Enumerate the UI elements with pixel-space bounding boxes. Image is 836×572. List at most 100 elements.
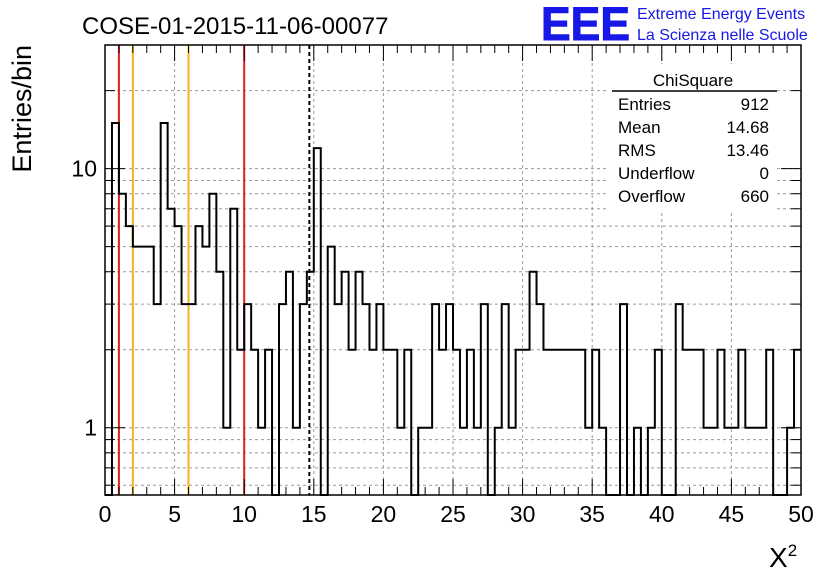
x-axis-label: X2 [769, 541, 797, 572]
histogram-bin [349, 350, 356, 495]
histogram-bin [523, 350, 530, 495]
eee-logo-mark: EEE [541, 0, 630, 50]
histogram-bin [571, 350, 578, 495]
histogram-bin [446, 304, 453, 495]
histogram-bin [230, 209, 237, 495]
y-tick-label: 1 [84, 415, 97, 441]
stats-box: ChiSquare Entries 912 Mean 14.68 RMS 13.… [609, 64, 777, 210]
y-axis-label: Entries/bin [7, 45, 37, 173]
stat-value-overflow: 660 [741, 187, 769, 206]
histogram-bin [530, 272, 537, 495]
histogram-bin [175, 226, 182, 495]
histogram-bin [516, 350, 523, 495]
y-tick-label: 10 [71, 156, 97, 182]
histogram-bin [119, 194, 126, 495]
histogram-bin [564, 350, 571, 495]
histogram-bin [557, 350, 564, 495]
stat-label-rms: RMS [618, 141, 656, 160]
histogram-bin [265, 350, 272, 495]
x-tick-label: 5 [168, 501, 181, 527]
histogram-bin [126, 226, 133, 495]
histogram-bin [342, 272, 349, 495]
histogram-bin [550, 350, 557, 495]
histogram-bin [286, 272, 293, 495]
histogram-bin [237, 350, 244, 495]
stat-value-rms: 13.46 [726, 141, 769, 160]
x-tick-label: 20 [371, 501, 397, 527]
histogram-bin [251, 350, 258, 495]
stat-label-entries: Entries [618, 95, 671, 114]
histogram-bin [335, 304, 342, 495]
histogram-bin [432, 304, 439, 495]
histogram-bin [147, 247, 154, 495]
histogram-bin [390, 350, 397, 495]
histogram-bin [363, 304, 370, 495]
histogram-bin [578, 350, 585, 495]
stat-value-underflow: 0 [760, 164, 769, 183]
x-tick-label: 30 [510, 501, 536, 527]
histogram-bin [140, 247, 147, 495]
stat-value-mean: 14.68 [726, 118, 769, 137]
histogram-bin [655, 350, 662, 495]
histogram-bin [356, 272, 363, 495]
eee-logo-line1: Extreme Energy Events [637, 6, 805, 23]
histogram-bin [189, 304, 196, 495]
histogram-bin [244, 304, 251, 495]
histogram-bin [369, 350, 376, 495]
histogram-bin [279, 304, 286, 495]
chart-title: COSE-01-2015-11-06-00077 [82, 13, 388, 40]
x-tick-label: 25 [440, 501, 466, 527]
histogram-bin [439, 350, 446, 495]
stat-label-underflow: Underflow [618, 164, 695, 183]
histogram-bin [543, 350, 550, 495]
histogram-bin [502, 304, 509, 495]
histogram-bin [404, 350, 411, 495]
x-tick-label: 40 [649, 501, 675, 527]
stat-label-overflow: Overflow [618, 187, 686, 206]
histogram-bin [182, 304, 189, 495]
axis-ticks: 0 5 10 15 20 25 30 35 40 45 50 1 10 [71, 44, 814, 527]
x-tick-label: 10 [231, 501, 257, 527]
x-tick-label: 35 [579, 501, 605, 527]
x-tick-label: 45 [719, 501, 745, 527]
stats-box-title: ChiSquare [653, 71, 733, 90]
eee-logo-line2: La Scienza nelle Scuole [637, 27, 808, 44]
reference-lines [117, 45, 311, 495]
histogram-bin [195, 226, 202, 495]
histogram-bin [690, 350, 697, 495]
histogram-bin [383, 350, 390, 495]
histogram-bin [133, 247, 140, 495]
histogram-bin [453, 350, 460, 495]
histogram-bin [766, 350, 773, 495]
histogram-bin [620, 304, 627, 495]
histogram-bin [328, 247, 335, 495]
histogram-bin [592, 350, 599, 495]
stat-label-mean: Mean [618, 118, 661, 137]
histogram-bin [467, 350, 474, 495]
histogram-bin [154, 304, 161, 495]
stats-box-background [609, 64, 777, 210]
histogram-bin [697, 350, 704, 495]
x-axis-label-main: X [769, 542, 788, 572]
histogram-bin [168, 209, 175, 495]
histogram-bin [481, 304, 488, 495]
histogram-bin [202, 247, 209, 495]
histogram-bin [717, 350, 724, 495]
x-axis-label-sup: 2 [788, 541, 797, 560]
histogram-bin [738, 350, 745, 495]
histogram-bin [683, 350, 690, 495]
histogram-bin [537, 304, 544, 495]
histogram-bin [676, 304, 683, 495]
histogram-bin [376, 304, 383, 495]
x-tick-label: 15 [301, 501, 327, 527]
stat-value-entries: 912 [741, 95, 769, 114]
x-tick-label: 50 [788, 501, 814, 527]
histogram-bin [300, 304, 307, 495]
eee-logo: EEE Extreme Energy Events La Scienza nel… [541, 0, 808, 51]
histogram-bin [314, 148, 321, 495]
histogram-bin [216, 272, 223, 495]
x-tick-label: 0 [99, 501, 112, 527]
histogram-bin [209, 194, 216, 495]
histogram-bin [794, 350, 801, 495]
